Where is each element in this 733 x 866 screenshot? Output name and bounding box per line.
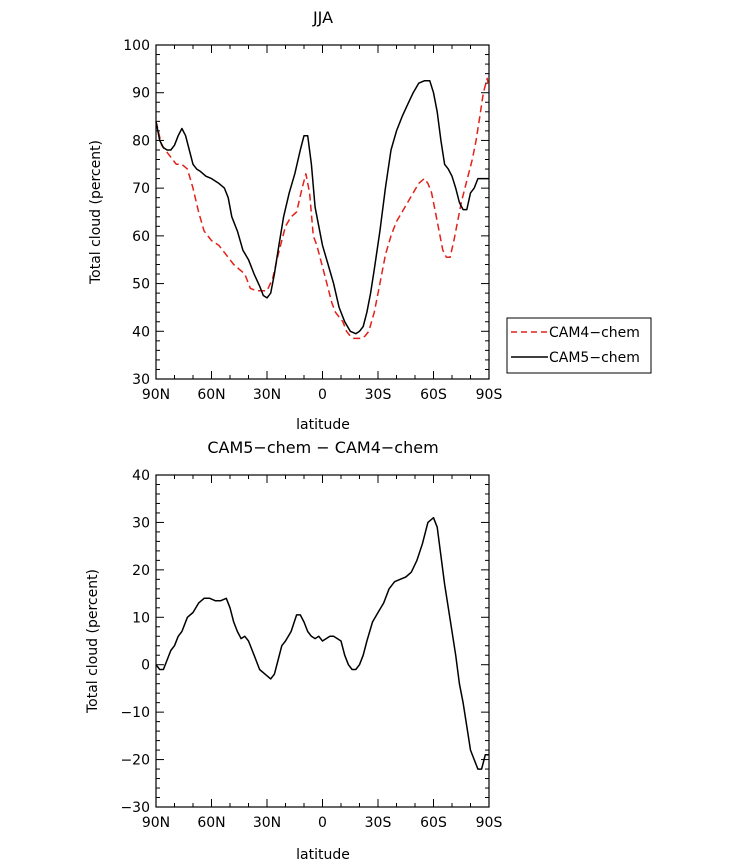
legend-label-cam4: CAM4−chem <box>549 325 640 341</box>
series-line-difference <box>155 516 489 770</box>
x-tick-label: 30S <box>365 815 392 831</box>
x-tick-label: 60S <box>420 815 447 831</box>
series-line-cam4 <box>155 77 490 340</box>
legend-label-cam5: CAM5−chem <box>549 350 640 366</box>
y-axis-label: Total cloud (percent) <box>85 569 101 714</box>
legend: CAM4−chem CAM5−chem <box>506 317 652 374</box>
legend-box <box>506 317 652 374</box>
x-tick-label: 90N <box>142 815 170 831</box>
series-group <box>155 516 489 770</box>
axis-ticks <box>155 474 490 808</box>
y-tick-label: 30 <box>132 372 150 388</box>
chart-title: JJA <box>312 8 333 27</box>
y-tick-label: −10 <box>120 705 150 721</box>
y-tick-label: 70 <box>132 181 150 197</box>
x-tick-label: 90S <box>476 815 503 831</box>
x-tick-label: 60N <box>197 387 225 403</box>
series-group <box>155 77 490 340</box>
y-tick-label: 40 <box>132 324 150 340</box>
panel-difference: CAM5−chem − CAM4−chem −30 −20 −10 0 10 20 30 40… <box>85 438 502 863</box>
x-tick-label: 90S <box>476 387 503 403</box>
y-tick-label: −30 <box>120 800 150 816</box>
series-line-cam5 <box>155 80 489 335</box>
y-tick-label: 20 <box>132 563 150 579</box>
x-tick-labels: 90N 60N 30N 0 30S 60S 90S <box>142 815 503 831</box>
x-tick-label: 30S <box>365 387 392 403</box>
y-tick-label: 40 <box>132 468 150 484</box>
x-tick-label: 60N <box>197 815 225 831</box>
y-axis-label: Total cloud (percent) <box>88 140 104 285</box>
y-tick-label: 30 <box>132 515 150 531</box>
plot-frame <box>155 44 490 380</box>
y-tick-label: 100 <box>123 38 150 54</box>
x-axis-label: latitude <box>296 847 350 863</box>
chart-title: CAM5−chem − CAM4−chem <box>207 438 438 457</box>
y-tick-label: 60 <box>132 229 150 245</box>
x-tick-labels: 90N 60N 30N 0 30S 60S 90S <box>142 387 503 403</box>
x-tick-label: 0 <box>318 815 327 831</box>
x-tick-label: 30N <box>253 815 281 831</box>
x-tick-label: 60S <box>420 387 447 403</box>
y-tick-labels: 30 40 50 60 70 80 90 100 <box>123 38 150 388</box>
y-tick-labels: −30 −20 −10 0 10 20 30 40 <box>120 468 150 816</box>
y-tick-label: −20 <box>120 753 150 769</box>
x-axis-label: latitude <box>296 417 350 433</box>
y-tick-label: 0 <box>141 658 150 674</box>
x-tick-label: 90N <box>142 387 170 403</box>
y-tick-label: 10 <box>132 610 150 626</box>
x-tick-label: 0 <box>318 387 327 403</box>
y-tick-label: 80 <box>132 133 150 149</box>
y-tick-label: 50 <box>132 277 150 293</box>
y-tick-label: 90 <box>132 86 150 102</box>
x-tick-label: 30N <box>253 387 281 403</box>
axis-ticks <box>155 44 490 380</box>
